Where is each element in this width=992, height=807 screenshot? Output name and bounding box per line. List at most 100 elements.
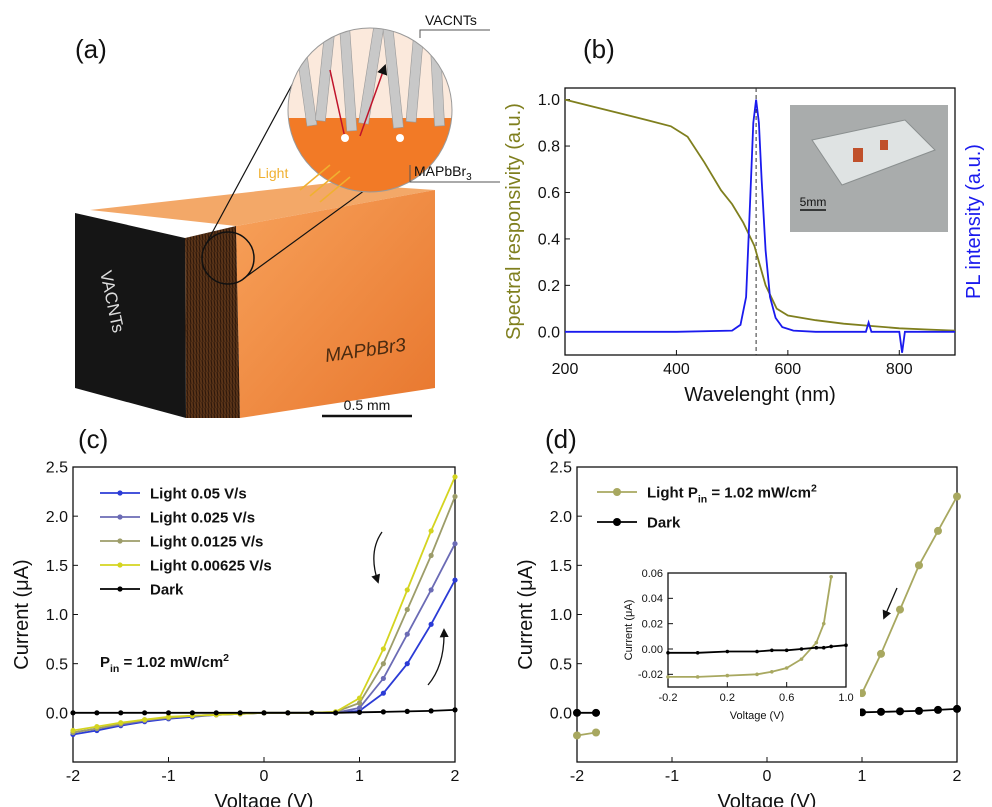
data-point: [309, 710, 314, 715]
data-point: [118, 710, 123, 715]
page: {"illustration":{"panel_label":"(a)","zo…: [0, 0, 992, 807]
data-point: [896, 606, 904, 614]
y-tick-label: 0.2: [538, 278, 560, 295]
data-point: [70, 728, 75, 733]
y-axis-label: Current (μA): [623, 600, 635, 661]
data-point: [94, 724, 99, 729]
data-point: [815, 641, 819, 645]
x-tick-label: -1: [161, 768, 175, 785]
data-point: [94, 710, 99, 715]
data-point: [118, 720, 123, 725]
y2-axis-label: PL intensity (a.u.): [963, 144, 985, 299]
panel-label: (d): [545, 424, 577, 454]
data-point: [405, 587, 410, 592]
x-tick-label: -1: [665, 768, 679, 785]
y-axis-label: Spectral responsivity (a.u.): [503, 103, 525, 340]
x-tick-label: 1.0: [838, 692, 853, 704]
sweep-arrow: [884, 588, 897, 618]
data-point: [238, 710, 243, 715]
data-point: [452, 707, 457, 712]
annotation: Pin = 1.02 mW/cm2: [100, 652, 229, 675]
data-point: [696, 675, 700, 679]
data-point: [405, 709, 410, 714]
legend-label: Light 0.05 V/s: [150, 485, 247, 502]
data-point: [190, 710, 195, 715]
black-face: [75, 213, 186, 418]
x-axis-label: Voltage (V): [215, 791, 314, 807]
y-tick-label: 0.4: [538, 232, 560, 249]
data-point: [953, 493, 961, 501]
y-tick-label: 0.04: [642, 593, 663, 605]
data-point: [592, 709, 600, 717]
x-tick-label: -2: [66, 768, 80, 785]
x-tick-label: 400: [663, 361, 690, 378]
scale-label: 0.5 mm: [344, 397, 391, 413]
x-tick-label: 2: [451, 768, 460, 785]
data-point: [785, 666, 789, 670]
data-point: [800, 657, 804, 661]
sweep-arrow: [374, 532, 382, 582]
y-tick-label: 0.8: [538, 139, 560, 156]
text-part: = 1.02 mW/cm: [119, 654, 223, 671]
text-part: 2: [811, 482, 817, 494]
data-point: [381, 691, 386, 696]
panel-label: (a): [75, 34, 107, 64]
x-tick-label: 0.6: [779, 692, 794, 704]
x-tick-label: 800: [886, 361, 913, 378]
data-point: [755, 673, 759, 677]
data-point: [915, 561, 923, 569]
data-point: [666, 675, 670, 679]
data-point: [166, 710, 171, 715]
block-face: [236, 190, 435, 418]
x-tick-label: 200: [552, 361, 579, 378]
panel-label: (b): [583, 34, 615, 64]
legend-label: Dark: [647, 514, 681, 531]
y-tick-label: 0.0: [538, 324, 560, 341]
data-point: [726, 674, 730, 678]
y-tick-label: 2.0: [550, 509, 572, 526]
y-tick-label: 0.0: [46, 705, 68, 722]
y-tick-label: 2.0: [46, 509, 68, 526]
y-axis-label: Current (μA): [515, 559, 537, 669]
y-tick-label: 0.0: [550, 705, 572, 722]
legend-label: Dark: [150, 581, 184, 598]
data-point: [844, 643, 848, 647]
x-tick-label: 1: [858, 768, 867, 785]
data-point: [934, 527, 942, 535]
text-part: in: [698, 493, 707, 505]
data-point: [785, 648, 789, 652]
y-tick-label: 2.5: [550, 460, 572, 477]
data-point: [429, 587, 434, 592]
data-point: [915, 707, 923, 715]
data-point: [357, 700, 362, 705]
legend-label: Light 0.025 V/s: [150, 509, 255, 526]
data-point: [877, 650, 885, 658]
x-tick-label: -2: [570, 768, 584, 785]
data-point: [666, 651, 670, 655]
y-tick-label: 0.00: [642, 644, 663, 656]
data-point: [357, 710, 362, 715]
x-tick-label: 0: [763, 768, 772, 785]
data-point: [755, 650, 759, 654]
data-point: [726, 650, 730, 654]
data-point: [405, 661, 410, 666]
material-sub: 3: [466, 172, 472, 183]
data-point: [822, 646, 826, 650]
legend-marker: [117, 538, 122, 543]
photo: [790, 105, 948, 232]
x-axis-label: Voltage (V): [718, 791, 817, 807]
data-point: [70, 710, 75, 715]
legend-label: Light Pin = 1.02 mW/cm2: [647, 482, 817, 505]
legend-marker: [117, 562, 122, 567]
x-tick-label: 0.2: [720, 692, 735, 704]
illustration: (a) Light VACNTs MAPbBr3 VACNTs MAPbBr3 …: [75, 12, 500, 418]
data-point: [405, 632, 410, 637]
series-line: [73, 477, 455, 731]
data-point: [877, 708, 885, 716]
y-tick-label: 0.5: [46, 656, 68, 673]
figure: (a) Light VACNTs MAPbBr3 VACNTs MAPbBr3 …: [0, 0, 992, 807]
legend-label: Light 0.00625 V/s: [150, 557, 272, 574]
data-point: [696, 651, 700, 655]
x-tick-label: -0.2: [659, 692, 678, 704]
